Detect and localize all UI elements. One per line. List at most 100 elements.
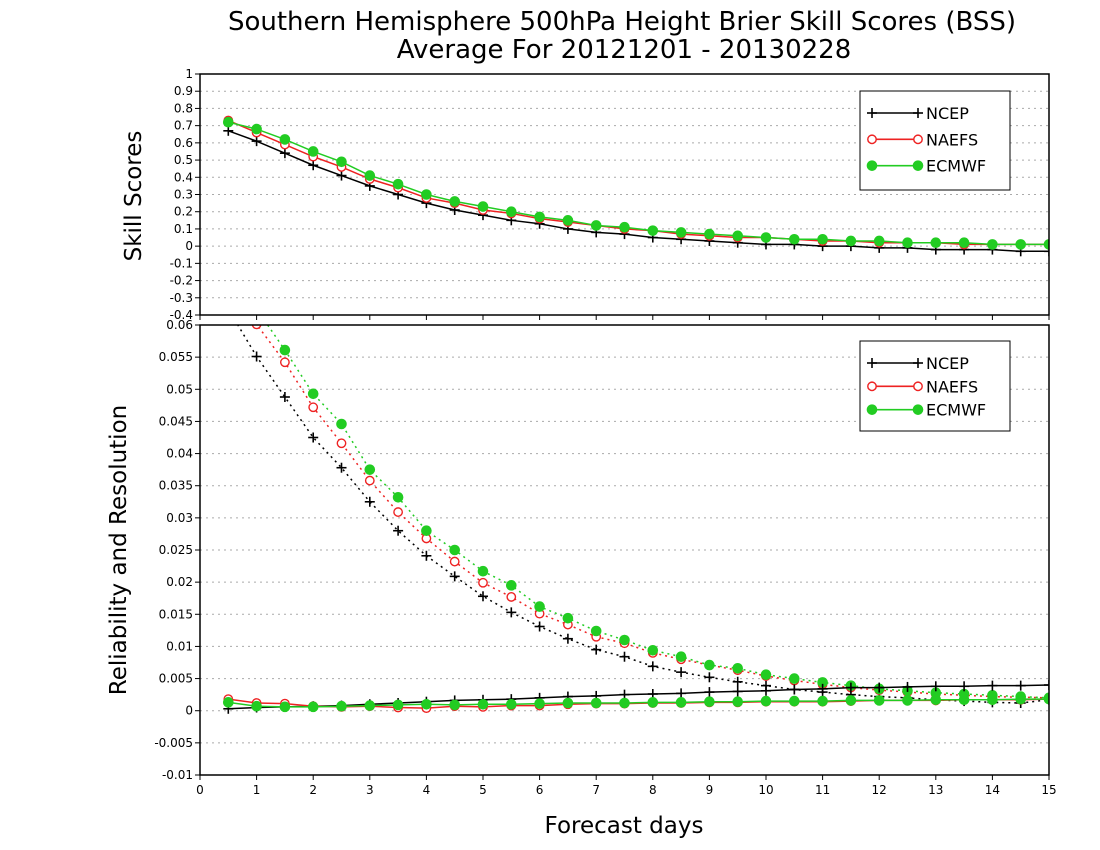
bottom-x-tick-label: 1 (253, 783, 261, 797)
bottom-y-axis-label: Reliability and Resolution (106, 405, 132, 695)
bottom-ncep-marker-24 (902, 681, 913, 692)
bottom-x-tick-label: 13 (928, 783, 943, 797)
bottom-ecmwf-point-22 (845, 695, 857, 706)
top-y-tick-label: -0.4 (170, 308, 193, 322)
bottom-x-tick-label: 10 (758, 783, 773, 797)
bottom-y-tick-label: 0.035 (159, 479, 193, 493)
bottom-ncep-marker-18 (732, 676, 743, 687)
bottom-x-tick-label: 15 (1041, 783, 1056, 797)
bottom-x-tick-label: 5 (479, 783, 487, 797)
bottom-ncep-marker-20 (789, 684, 800, 695)
bottom-ncep-marker-16 (676, 688, 687, 699)
top-ecmwf-point-23 (873, 235, 885, 247)
bottom-ecmwf-point-7 (421, 698, 432, 710)
bottom-ecmwf-point-4 (336, 418, 347, 430)
bottom-x-tick-label: 6 (536, 783, 544, 797)
top-ncep-marker-3 (308, 160, 319, 171)
bottom-ecmwf-point-3 (307, 701, 319, 713)
bottom-ncep-marker-15 (647, 661, 658, 672)
chart-title-line1: Southern Hemisphere 500hPa Height Brier … (228, 7, 1016, 37)
top-ecmwf-point-11 (534, 211, 545, 223)
bottom-ecmwf-point-2 (279, 701, 291, 713)
top-ecmwf-point-7 (421, 189, 432, 200)
bottom-ecmwf-point-9 (477, 698, 489, 710)
top-ecmwf-point-22 (845, 235, 857, 247)
bottom-ncep-marker-3 (308, 432, 319, 443)
bottom-ncep-marker-29 (1044, 680, 1049, 690)
bottom-legend-b-ecmwf-point-2 (912, 404, 924, 415)
top-ecmwf-point-10 (506, 206, 517, 218)
top-legend-box (859, 90, 1011, 191)
top-ecmwf-point-8 (449, 196, 461, 207)
bottom-ecmwf-point-1 (252, 304, 262, 314)
top-legend-a-ecmwf-point-2 (866, 160, 878, 171)
bottom-naefs-point-10 (506, 592, 517, 602)
top-legend-a-naefs-point-1 (867, 134, 877, 145)
bottom-ncep-marker-16 (676, 667, 687, 678)
bottom-ecmwf-point-18 (732, 662, 744, 674)
bottom-ecmwf-point-25 (930, 694, 942, 706)
bottom-naefs-point-5 (364, 475, 375, 486)
bottom-ncep-series-line (228, 684, 1049, 710)
top-ecmwf-point-21 (817, 233, 828, 245)
bottom-ecmwf-point-16 (675, 651, 687, 663)
top-ecmwf-point-18 (732, 230, 744, 242)
top-ecmwf-point-26 (958, 237, 970, 248)
bottom-ncep-marker-22 (845, 682, 856, 693)
reliability-resolution-panel: -0.01 -0.005 0 0.005 0.01 0.015 0.02 0.025 0.03 0… (154, 285, 1056, 797)
bottom-legend-a-ncep-marker-0 (867, 358, 877, 368)
top-y-tick-label: 0 (185, 239, 193, 253)
bottom-ecmwf-point-8 (449, 699, 461, 711)
bottom-x-tick-label: 3 (366, 783, 374, 797)
bottom-x-tick-label: 11 (815, 783, 830, 797)
top-ecmwf-point-14 (619, 221, 630, 233)
bottom-ncep-marker-1 (251, 351, 262, 362)
bottom-naefs-point-6 (393, 507, 403, 517)
bottom-ncep-marker-7 (421, 550, 432, 561)
bottom-ncep-marker-14 (619, 651, 630, 662)
bottom-series-group (223, 285, 1049, 714)
bottom-ecmwf-point-13 (590, 625, 602, 637)
bottom-y-tick-label: -0.01 (162, 768, 193, 782)
top-ecmwf-point-0 (223, 116, 234, 128)
bottom-ncep-marker-19 (761, 685, 771, 696)
bottom-y-tick-label: 0.015 (159, 607, 193, 621)
top-ncep-marker-4 (336, 170, 347, 181)
bottom-ncep-marker-12 (562, 633, 573, 644)
top-plot-frame (199, 73, 1050, 316)
bottom-naefs-point-2 (279, 357, 290, 368)
bottom-x-tick-label: 14 (985, 783, 1000, 797)
bottom-x-tick-label: 4 (423, 783, 431, 797)
bottom-ncep-marker-4 (336, 462, 347, 473)
top-ecmwf-point-15 (647, 225, 659, 236)
top-y-tick-label: -0.3 (170, 291, 193, 305)
bottom-legend-b-naefs-point-1 (913, 381, 923, 392)
bottom-ncep-marker-11 (534, 621, 545, 632)
bottom-ncep-marker-28 (1015, 680, 1026, 691)
top-ecmwf-point-5 (364, 170, 376, 181)
bottom-y-tick-label: -0.005 (154, 736, 193, 750)
bottom-ecmwf-point-13 (590, 697, 602, 709)
top-y-tick-label: -0.2 (170, 274, 193, 288)
bottom-ecmwf-point-26 (958, 694, 970, 706)
bottom-ecmwf-point-27 (987, 694, 998, 706)
bottom-x-tick-label: 2 (309, 783, 317, 797)
top-ecmwf-point-2 (279, 134, 291, 145)
bottom-ecmwf-point-19 (760, 669, 772, 681)
bottom-ncep-marker-18 (732, 686, 743, 697)
bottom-y-tick-label: 0.025 (159, 543, 193, 557)
top-ecmwf-point-17 (704, 228, 715, 240)
bottom-x-tick-label: 8 (649, 783, 657, 797)
bottom-naefs-point-0 (224, 285, 232, 293)
top-legend-label-ncep: NCEP (926, 104, 969, 123)
bottom-ecmwf-point-5 (364, 700, 376, 711)
bottom-ncep-marker-27 (987, 680, 998, 691)
bottom-legend-a-naefs-point-1 (867, 381, 877, 392)
top-y-tick-label: 0.1 (174, 222, 193, 236)
bottom-ncep-marker-23 (874, 682, 885, 693)
top-ecmwf-point-4 (336, 156, 347, 168)
bottom-legend-label-naefs: NAEFS (926, 377, 978, 396)
bottom-ecmwf-point-6 (392, 699, 404, 711)
bottom-ncep-marker-17 (704, 687, 715, 698)
bottom-ecmwf-point-18 (732, 696, 744, 708)
